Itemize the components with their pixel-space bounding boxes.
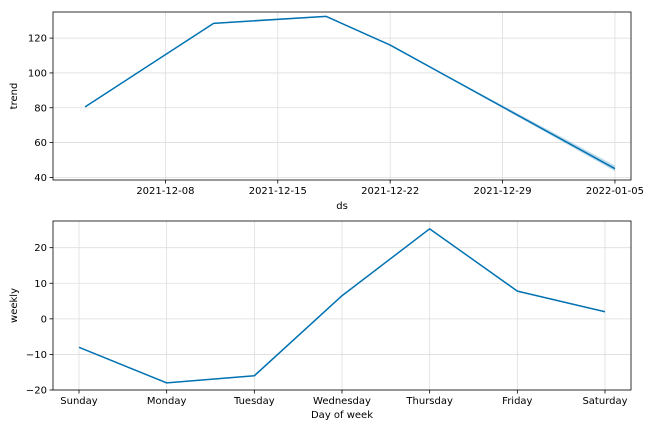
x-tick-label: Monday	[147, 396, 187, 407]
y-tick-label: 0	[41, 314, 47, 325]
trend-uncertainty-band	[85, 16, 615, 172]
weekly-plot-frame	[52, 220, 632, 391]
y-tick-label: 120	[28, 34, 47, 45]
weekly-chart-panel: Sunday Monday Tuesday Wednesday Thursday Frid…	[9, 220, 632, 421]
y-tick-label: −20	[26, 386, 47, 397]
y-tick-label: 40	[34, 173, 47, 184]
weekly-axis-ticks: Sunday Monday Tuesday Wednesday Thursday Frid…	[26, 243, 628, 407]
x-tick-label: 2021-12-22	[361, 186, 419, 197]
y-tick-label: 10	[34, 279, 47, 290]
trend-line	[84, 15, 616, 170]
weekly-y-axis-label: weekly	[9, 288, 20, 323]
trend-plot-frame	[52, 11, 632, 181]
x-tick-label: Thursday	[405, 396, 453, 407]
x-tick-label: Sunday	[60, 396, 97, 407]
x-tick-label: 2021-12-08	[136, 186, 194, 197]
x-tick-label: Wednesday	[313, 396, 371, 407]
trend-chart-panel: 2021-12-08 2021-12-15 2021-12-22 2021-12-29…	[9, 11, 644, 212]
trend-axis-ticks: 2021-12-08 2021-12-15 2021-12-22 2021-12-29…	[28, 34, 644, 197]
y-tick-label: −10	[26, 350, 47, 361]
x-tick-label: Tuesday	[233, 396, 275, 407]
weekly-series-line	[78, 228, 606, 384]
trend-y-axis-label: trend	[9, 83, 20, 110]
weekly-grid	[53, 221, 631, 391]
y-tick-label: 60	[34, 138, 47, 149]
trend-uncertainty-area	[85, 16, 615, 172]
trend-x-axis-label: ds	[336, 201, 348, 212]
x-tick-label: Friday	[502, 396, 532, 407]
trend-grid	[53, 12, 631, 180]
x-tick-label: 2021-12-15	[249, 186, 307, 197]
trend-series-line	[84, 15, 616, 170]
y-tick-label: 80	[34, 103, 47, 114]
x-tick-label: 2021-12-29	[473, 186, 531, 197]
y-tick-label: 100	[28, 68, 47, 79]
weekly-x-axis-label: Day of week	[311, 410, 373, 421]
x-tick-label: 2022-01-05	[586, 186, 644, 197]
x-tick-label: Saturday	[582, 396, 627, 407]
y-tick-label: 20	[34, 243, 47, 254]
